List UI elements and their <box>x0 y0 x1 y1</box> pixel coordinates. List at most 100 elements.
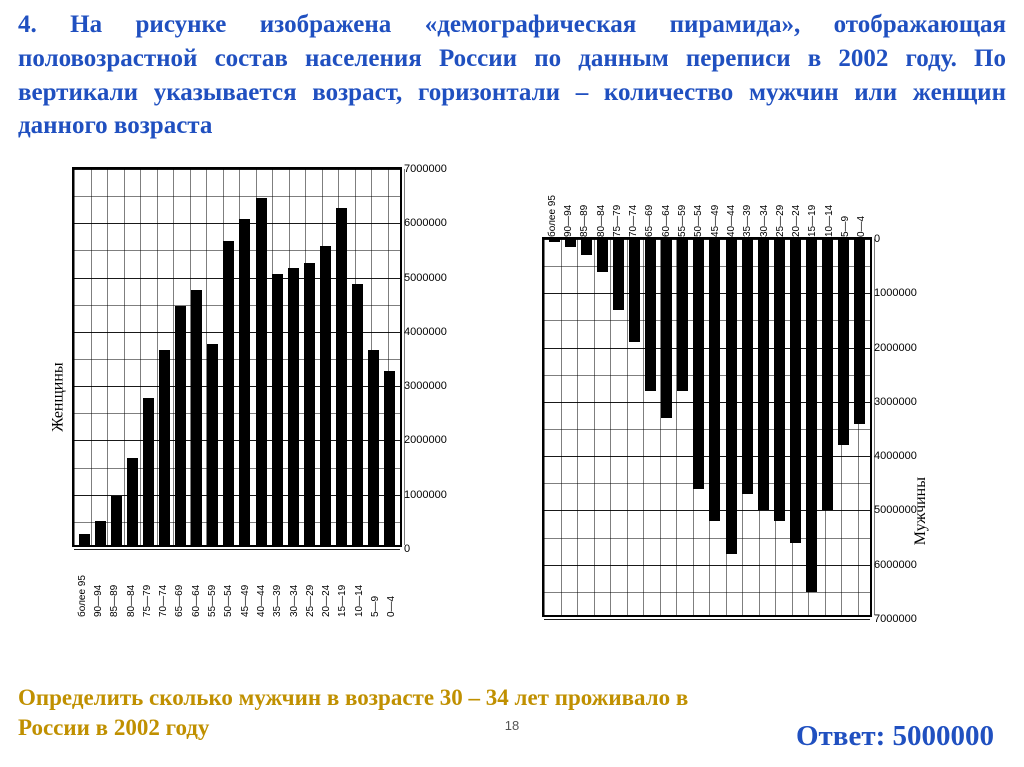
men-xlabel: 80—84 <box>596 165 607 237</box>
women-bars <box>74 169 400 545</box>
men-bar <box>742 239 753 494</box>
women-xlabel: 90—94 <box>93 547 104 617</box>
women-xlabel: более 95 <box>77 547 88 617</box>
men-y-ticks: 0100000020000003000000400000050000006000… <box>874 239 934 615</box>
women-xlabel: 55—59 <box>207 547 218 617</box>
men-xlabel: 45—49 <box>710 165 721 237</box>
men-bar <box>726 239 737 554</box>
women-bar <box>207 344 218 545</box>
women-xlabel: 15—19 <box>337 547 348 617</box>
men-xlabel: 30—34 <box>759 165 770 237</box>
women-ytick: 5000000 <box>404 272 447 284</box>
women-xlabel: 70—74 <box>158 547 169 617</box>
answer-text: Ответ: 5000000 <box>796 720 994 753</box>
women-xlabel: 45—49 <box>240 547 251 617</box>
men-ytick: 1000000 <box>874 287 917 299</box>
men-ytick: 5000000 <box>874 504 917 516</box>
women-xlabel: 65—69 <box>174 547 185 617</box>
men-xlabel: 65—69 <box>644 165 655 237</box>
men-ytick: 4000000 <box>874 450 917 462</box>
women-ytick: 6000000 <box>404 217 447 229</box>
women-ytick: 1000000 <box>404 489 447 501</box>
women-x-labels: более 9590—9485—8980—8475—7970—7465—6960… <box>74 547 400 617</box>
men-bar <box>806 239 817 592</box>
men-chart-label: Мужчины <box>912 477 930 545</box>
women-bar <box>175 306 186 545</box>
women-bar <box>143 398 154 545</box>
men-xlabel: 90—94 <box>563 165 574 237</box>
women-xlabel: 5—9 <box>370 547 381 617</box>
men-xlabel: 0—4 <box>856 165 867 237</box>
men-bar <box>790 239 801 543</box>
men-bars <box>544 239 870 615</box>
women-plot-area: 0100000020000003000000400000050000006000… <box>72 167 402 547</box>
men-bar <box>822 239 833 510</box>
men-xlabel: 10—14 <box>824 165 835 237</box>
women-bar <box>368 350 379 545</box>
women-xlabel: 20—24 <box>321 547 332 617</box>
men-bar <box>774 239 785 521</box>
men-bar <box>693 239 704 489</box>
women-ytick: 0 <box>404 543 410 555</box>
men-xlabel: более 95 <box>547 165 558 237</box>
women-bar <box>384 371 395 545</box>
men-bar <box>677 239 688 391</box>
men-ytick: 0 <box>874 233 880 245</box>
men-bar <box>661 239 672 418</box>
men-bar <box>549 239 560 242</box>
men-bar <box>565 239 576 247</box>
question-text: Определить сколько мужчин в возрасте 30 … <box>18 683 758 743</box>
women-xlabel: 75—79 <box>142 547 153 617</box>
charts-row: Женщины 01000000200000030000004000000500… <box>0 157 1024 637</box>
women-bar <box>159 350 170 545</box>
men-plot-area: более 9590—9485—8980—8475—7970—7465—6960… <box>542 237 872 617</box>
women-xlabel: 30—34 <box>289 547 300 617</box>
men-xlabel: 70—74 <box>628 165 639 237</box>
women-bar <box>288 268 299 545</box>
women-xlabel: 35—39 <box>272 547 283 617</box>
men-xlabel: 75—79 <box>612 165 623 237</box>
men-xlabel: 40—44 <box>726 165 737 237</box>
men-ytick: 2000000 <box>874 342 917 354</box>
men-bar <box>645 239 656 391</box>
women-bar <box>352 284 363 545</box>
women-ytick: 3000000 <box>404 380 447 392</box>
women-xlabel: 25—29 <box>305 547 316 617</box>
men-xlabel: 35—39 <box>742 165 753 237</box>
men-xlabel: 20—24 <box>791 165 802 237</box>
men-xlabel: 50—54 <box>693 165 704 237</box>
men-chart: более 95 90—94 85—89 80—84 75—79 70—74 65—69 60… <box>534 157 994 637</box>
women-bar <box>191 290 202 545</box>
women-xlabel: 60—64 <box>191 547 202 617</box>
women-ytick: 4000000 <box>404 326 447 338</box>
men-ytick: 7000000 <box>874 613 917 625</box>
men-bar <box>758 239 769 510</box>
men-bar <box>581 239 592 255</box>
women-bar <box>272 274 283 545</box>
men-xlabel: 15—19 <box>807 165 818 237</box>
women-bar <box>336 208 347 545</box>
men-bar <box>838 239 849 445</box>
women-ytick: 2000000 <box>404 434 447 446</box>
women-ytick: 7000000 <box>404 163 447 175</box>
women-bar <box>95 521 106 545</box>
women-bar <box>304 263 315 545</box>
women-bar <box>223 241 234 545</box>
women-xlabel: 80—84 <box>126 547 137 617</box>
women-bar <box>127 458 138 545</box>
men-xlabel: 85—89 <box>579 165 590 237</box>
women-y-ticks: 0100000020000003000000400000050000006000… <box>404 169 464 545</box>
men-xlabel: 55—59 <box>677 165 688 237</box>
women-bar <box>256 198 267 545</box>
men-x-labels: более 95 90—94 85—89 80—84 75—79 70—74 65—69 60… <box>544 165 870 237</box>
men-ytick: 6000000 <box>874 559 917 571</box>
women-bar <box>111 496 122 545</box>
page-number: 18 <box>505 718 519 733</box>
women-xlabel: 0—4 <box>386 547 397 617</box>
men-bar <box>597 239 608 272</box>
men-xlabel: 60—64 <box>661 165 672 237</box>
women-bar <box>239 219 250 545</box>
men-bar <box>613 239 624 310</box>
men-bar <box>629 239 640 342</box>
women-xlabel: 40—44 <box>256 547 267 617</box>
